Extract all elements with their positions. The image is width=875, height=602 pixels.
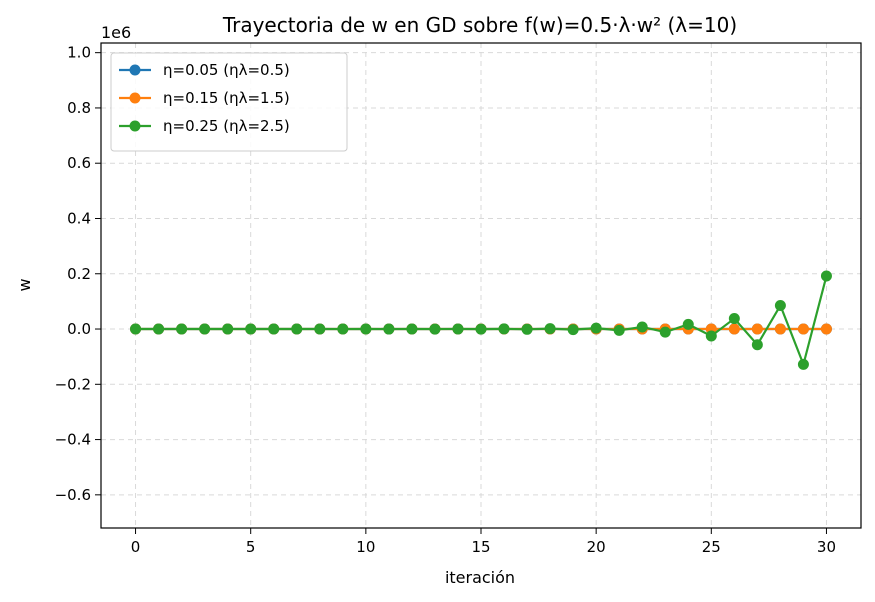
- y-axis: −0.6 −0.4 −0.2 0.0 0.2 0.4 0.6 0.8 1.0: [55, 44, 101, 504]
- x-tick-label: 20: [587, 538, 606, 556]
- data-point: [222, 323, 234, 335]
- data-point: [636, 321, 648, 333]
- y-tick-label: 0.6: [67, 154, 91, 172]
- data-point: [797, 358, 809, 370]
- data-point: [774, 323, 786, 335]
- data-point: [337, 323, 349, 335]
- data-point: [728, 313, 740, 325]
- data-point: [199, 323, 211, 335]
- x-axis: 0 5 10 15 20 25 30: [131, 528, 836, 556]
- legend: η=0.05 (ηλ=0.5) η=0.15 (ηλ=1.5) η=0.25 (ηλ…: [110, 52, 348, 152]
- data-point: [153, 323, 165, 335]
- x-tick-label: 15: [471, 538, 490, 556]
- y-tick-label: −0.4: [55, 431, 91, 449]
- data-point: [705, 330, 717, 342]
- plot-series: [130, 270, 832, 370]
- y-tick-label: 0.2: [67, 265, 91, 283]
- data-point: [567, 324, 579, 336]
- y-tick-label: 1.0: [67, 44, 91, 62]
- legend-box: [110, 52, 348, 152]
- x-tick-label: 5: [246, 538, 256, 556]
- data-point: [544, 323, 556, 335]
- data-point: [521, 323, 533, 335]
- x-tick-label: 10: [356, 538, 375, 556]
- data-point: [498, 323, 510, 335]
- legend-label: η=0.15 (ηλ=1.5): [163, 89, 290, 107]
- legend-label: η=0.25 (ηλ=2.5): [163, 117, 290, 135]
- data-point: [774, 299, 786, 311]
- data-point: [751, 339, 763, 351]
- data-point: [820, 323, 832, 335]
- data-point: [383, 323, 395, 335]
- data-point: [475, 323, 487, 335]
- data-point: [613, 324, 625, 336]
- data-point: [751, 323, 763, 335]
- y-tick-label: 0.4: [67, 209, 91, 227]
- data-point: [452, 323, 464, 335]
- legend-marker: [129, 64, 141, 76]
- data-point: [797, 323, 809, 335]
- data-point: [130, 323, 142, 335]
- data-point: [291, 323, 303, 335]
- data-point: [590, 322, 602, 334]
- x-tick-label: 0: [131, 538, 141, 556]
- y-tick-label: −0.6: [55, 486, 91, 504]
- data-point: [360, 323, 372, 335]
- series-3: [130, 270, 832, 370]
- legend-label: η=0.05 (ηλ=0.5): [163, 61, 290, 79]
- data-point: [728, 323, 740, 335]
- data-point: [176, 323, 188, 335]
- data-point: [268, 323, 280, 335]
- y-axis-scale-offset: 1e6: [101, 23, 131, 42]
- data-point: [682, 318, 694, 330]
- data-point: [245, 323, 257, 335]
- x-tick-label: 25: [702, 538, 721, 556]
- data-point: [314, 323, 326, 335]
- data-point: [429, 323, 441, 335]
- legend-marker: [129, 120, 141, 132]
- chart-title: Trayectoria de w en GD sobre f(w)=0.5·λ·…: [222, 13, 737, 37]
- y-tick-label: 0.0: [67, 320, 91, 338]
- x-axis-label: iteración: [445, 568, 515, 587]
- data-point: [820, 270, 832, 282]
- x-tick-label: 30: [817, 538, 836, 556]
- data-point: [659, 326, 671, 338]
- y-tick-label: 0.8: [67, 99, 91, 117]
- y-tick-label: −0.2: [55, 375, 91, 393]
- legend-marker: [129, 92, 141, 104]
- y-axis-label: w: [15, 278, 34, 291]
- data-point: [406, 323, 418, 335]
